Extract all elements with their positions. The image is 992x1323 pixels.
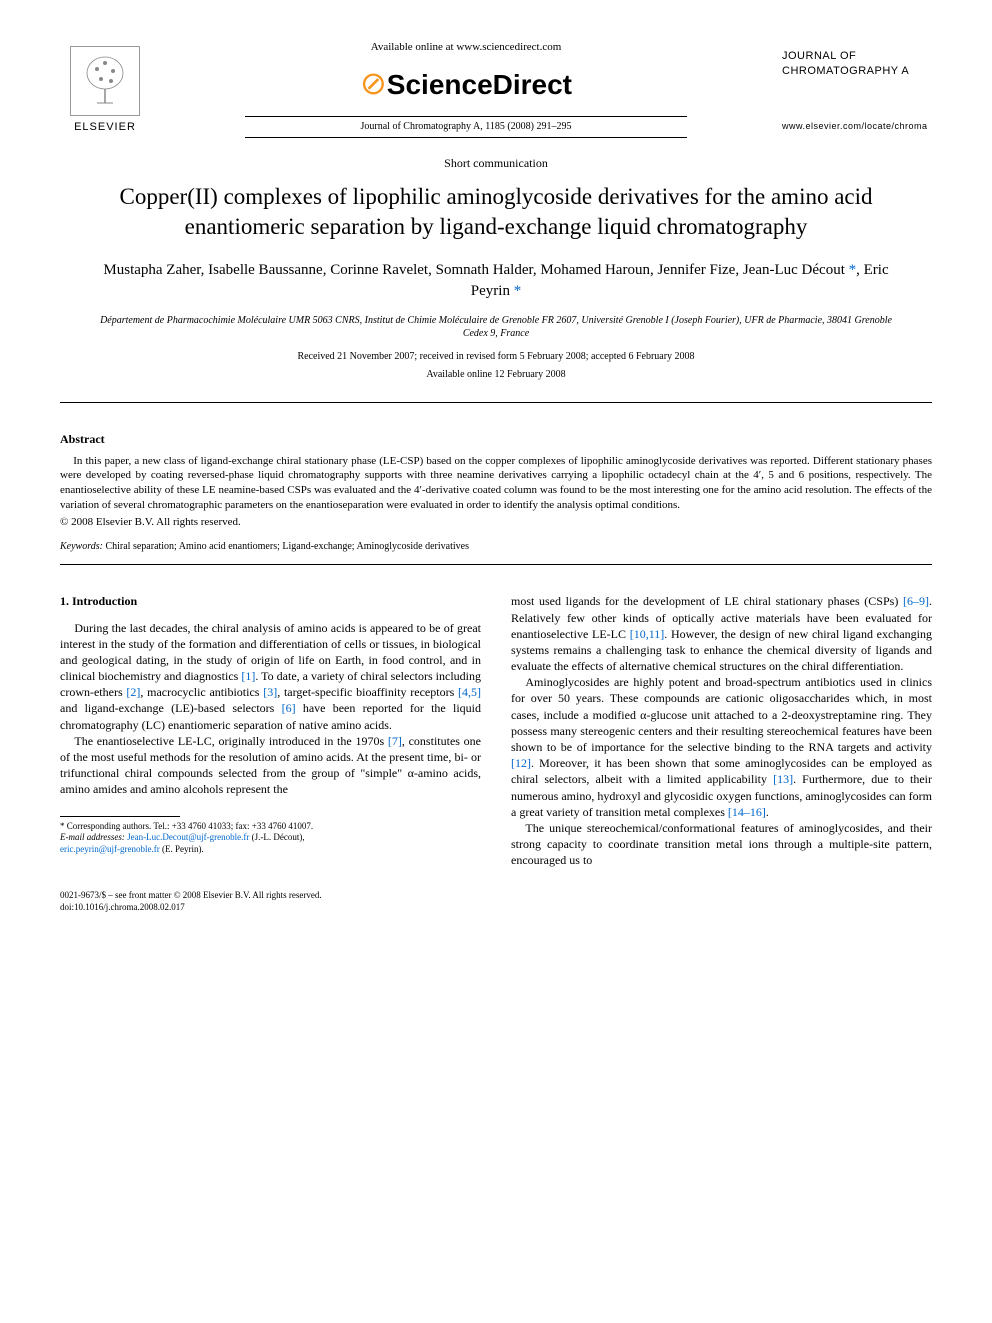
affiliation: Département de Pharmacochimie Moléculair… (100, 314, 892, 340)
abstract-rule-bottom (60, 564, 932, 565)
corr-star-icon: * (514, 283, 522, 299)
article-title: Copper(II) complexes of lipophilic amino… (100, 182, 892, 242)
corr-star-icon: * (849, 262, 857, 278)
abstract-text: In this paper, a new class of ligand-exc… (60, 454, 932, 513)
intro-para-4: The unique stereochemical/conformational… (511, 820, 932, 869)
email-link[interactable]: Jean-Luc.Decout@ujf-grenoble.fr (127, 832, 249, 842)
keywords-row: Keywords: Chiral separation; Amino acid … (60, 540, 932, 554)
header-rule-top (245, 116, 687, 117)
ref-link[interactable]: [2] (126, 685, 140, 699)
email-label: E-mail addresses: (60, 832, 125, 842)
sd-brand-text: ScienceDirect (387, 69, 572, 100)
ref-link[interactable]: [3] (263, 685, 277, 699)
journal-reference: Journal of Chromatography A, 1185 (2008)… (150, 120, 782, 134)
corresponding-author: * Corresponding authors. Tel.: +33 4760 … (60, 821, 481, 833)
intro-para-2: The enantioselective LE-LC, originally i… (60, 733, 481, 798)
journal-logo: JOURNAL OF CHROMATOGRAPHY A www.elsevier… (782, 49, 932, 132)
ref-link[interactable]: [1] (241, 669, 255, 683)
abstract-copyright: © 2008 Elsevier B.V. All rights reserved… (60, 515, 932, 530)
sd-swoosh-icon: ⊘ (360, 65, 387, 101)
center-header: Available online at www.sciencedirect.co… (150, 40, 782, 141)
online-date: Available online 12 February 2008 (60, 368, 932, 382)
abstract-rule-top (60, 402, 932, 403)
ref-link[interactable]: [6] (282, 701, 296, 715)
ref-link[interactable]: [4,5] (458, 685, 481, 699)
elsevier-logo: ELSEVIER (60, 46, 150, 135)
keywords-label: Keywords: (60, 541, 103, 552)
intro-para-3: Aminoglycosides are highly potent and br… (511, 674, 932, 820)
ref-link[interactable]: [10,11] (630, 627, 665, 641)
sciencedirect-logo: ⊘ScienceDirect (150, 61, 782, 106)
footnote-separator (60, 816, 180, 817)
journal-name-line1: JOURNAL OF (782, 49, 932, 64)
email-line: E-mail addresses: Jean-Luc.Decout@ujf-gr… (60, 832, 481, 844)
received-dates: Received 21 November 2007; received in r… (60, 350, 932, 364)
elsevier-label: ELSEVIER (60, 120, 150, 135)
available-online-text: Available online at www.sciencedirect.co… (150, 40, 782, 55)
header-row: ELSEVIER Available online at www.science… (60, 40, 932, 141)
body-columns: 1. Introduction During the last decades,… (60, 593, 932, 868)
ref-link[interactable]: [13] (773, 772, 793, 786)
issn-line: 0021-9673/$ – see front matter © 2008 El… (60, 889, 322, 902)
left-column: 1. Introduction During the last decades,… (60, 593, 481, 868)
article-type: Short communication (60, 155, 932, 172)
footnote-block: * Corresponding authors. Tel.: +33 4760 … (60, 821, 481, 856)
authors-list: Mustapha Zaher, Isabelle Baussanne, Cori… (100, 260, 892, 302)
email-line-2: eric.peyrin@ujf-grenoble.fr (E. Peyrin). (60, 844, 481, 856)
keywords-text: Chiral separation; Amino acid enantiomer… (105, 541, 469, 552)
elsevier-tree-icon (70, 46, 140, 116)
header-rule-bottom (245, 137, 687, 138)
ref-link[interactable]: [6–9] (903, 594, 929, 608)
footer-row: 0021-9673/$ – see front matter © 2008 El… (60, 889, 932, 914)
intro-para-2-cont: most used ligands for the development of… (511, 593, 932, 674)
authors-text: Mustapha Zaher, Isabelle Baussanne, Cori… (103, 262, 888, 299)
right-column: most used ligands for the development of… (511, 593, 932, 868)
footer-left: 0021-9673/$ – see front matter © 2008 El… (60, 889, 322, 914)
journal-url: www.elsevier.com/locate/chroma (782, 120, 932, 133)
journal-name-line2: CHROMATOGRAPHY A (782, 64, 932, 79)
abstract-heading: Abstract (60, 431, 932, 448)
doi-line: doi:10.1016/j.chroma.2008.02.017 (60, 901, 322, 914)
abstract-section: Abstract In this paper, a new class of l… (60, 431, 932, 531)
email-link[interactable]: eric.peyrin@ujf-grenoble.fr (60, 844, 160, 854)
ref-link[interactable]: [7] (388, 734, 402, 748)
section-heading-intro: 1. Introduction (60, 593, 481, 609)
intro-para-1: During the last decades, the chiral anal… (60, 620, 481, 733)
ref-link[interactable]: [14–16] (728, 805, 766, 819)
ref-link[interactable]: [12] (511, 756, 531, 770)
